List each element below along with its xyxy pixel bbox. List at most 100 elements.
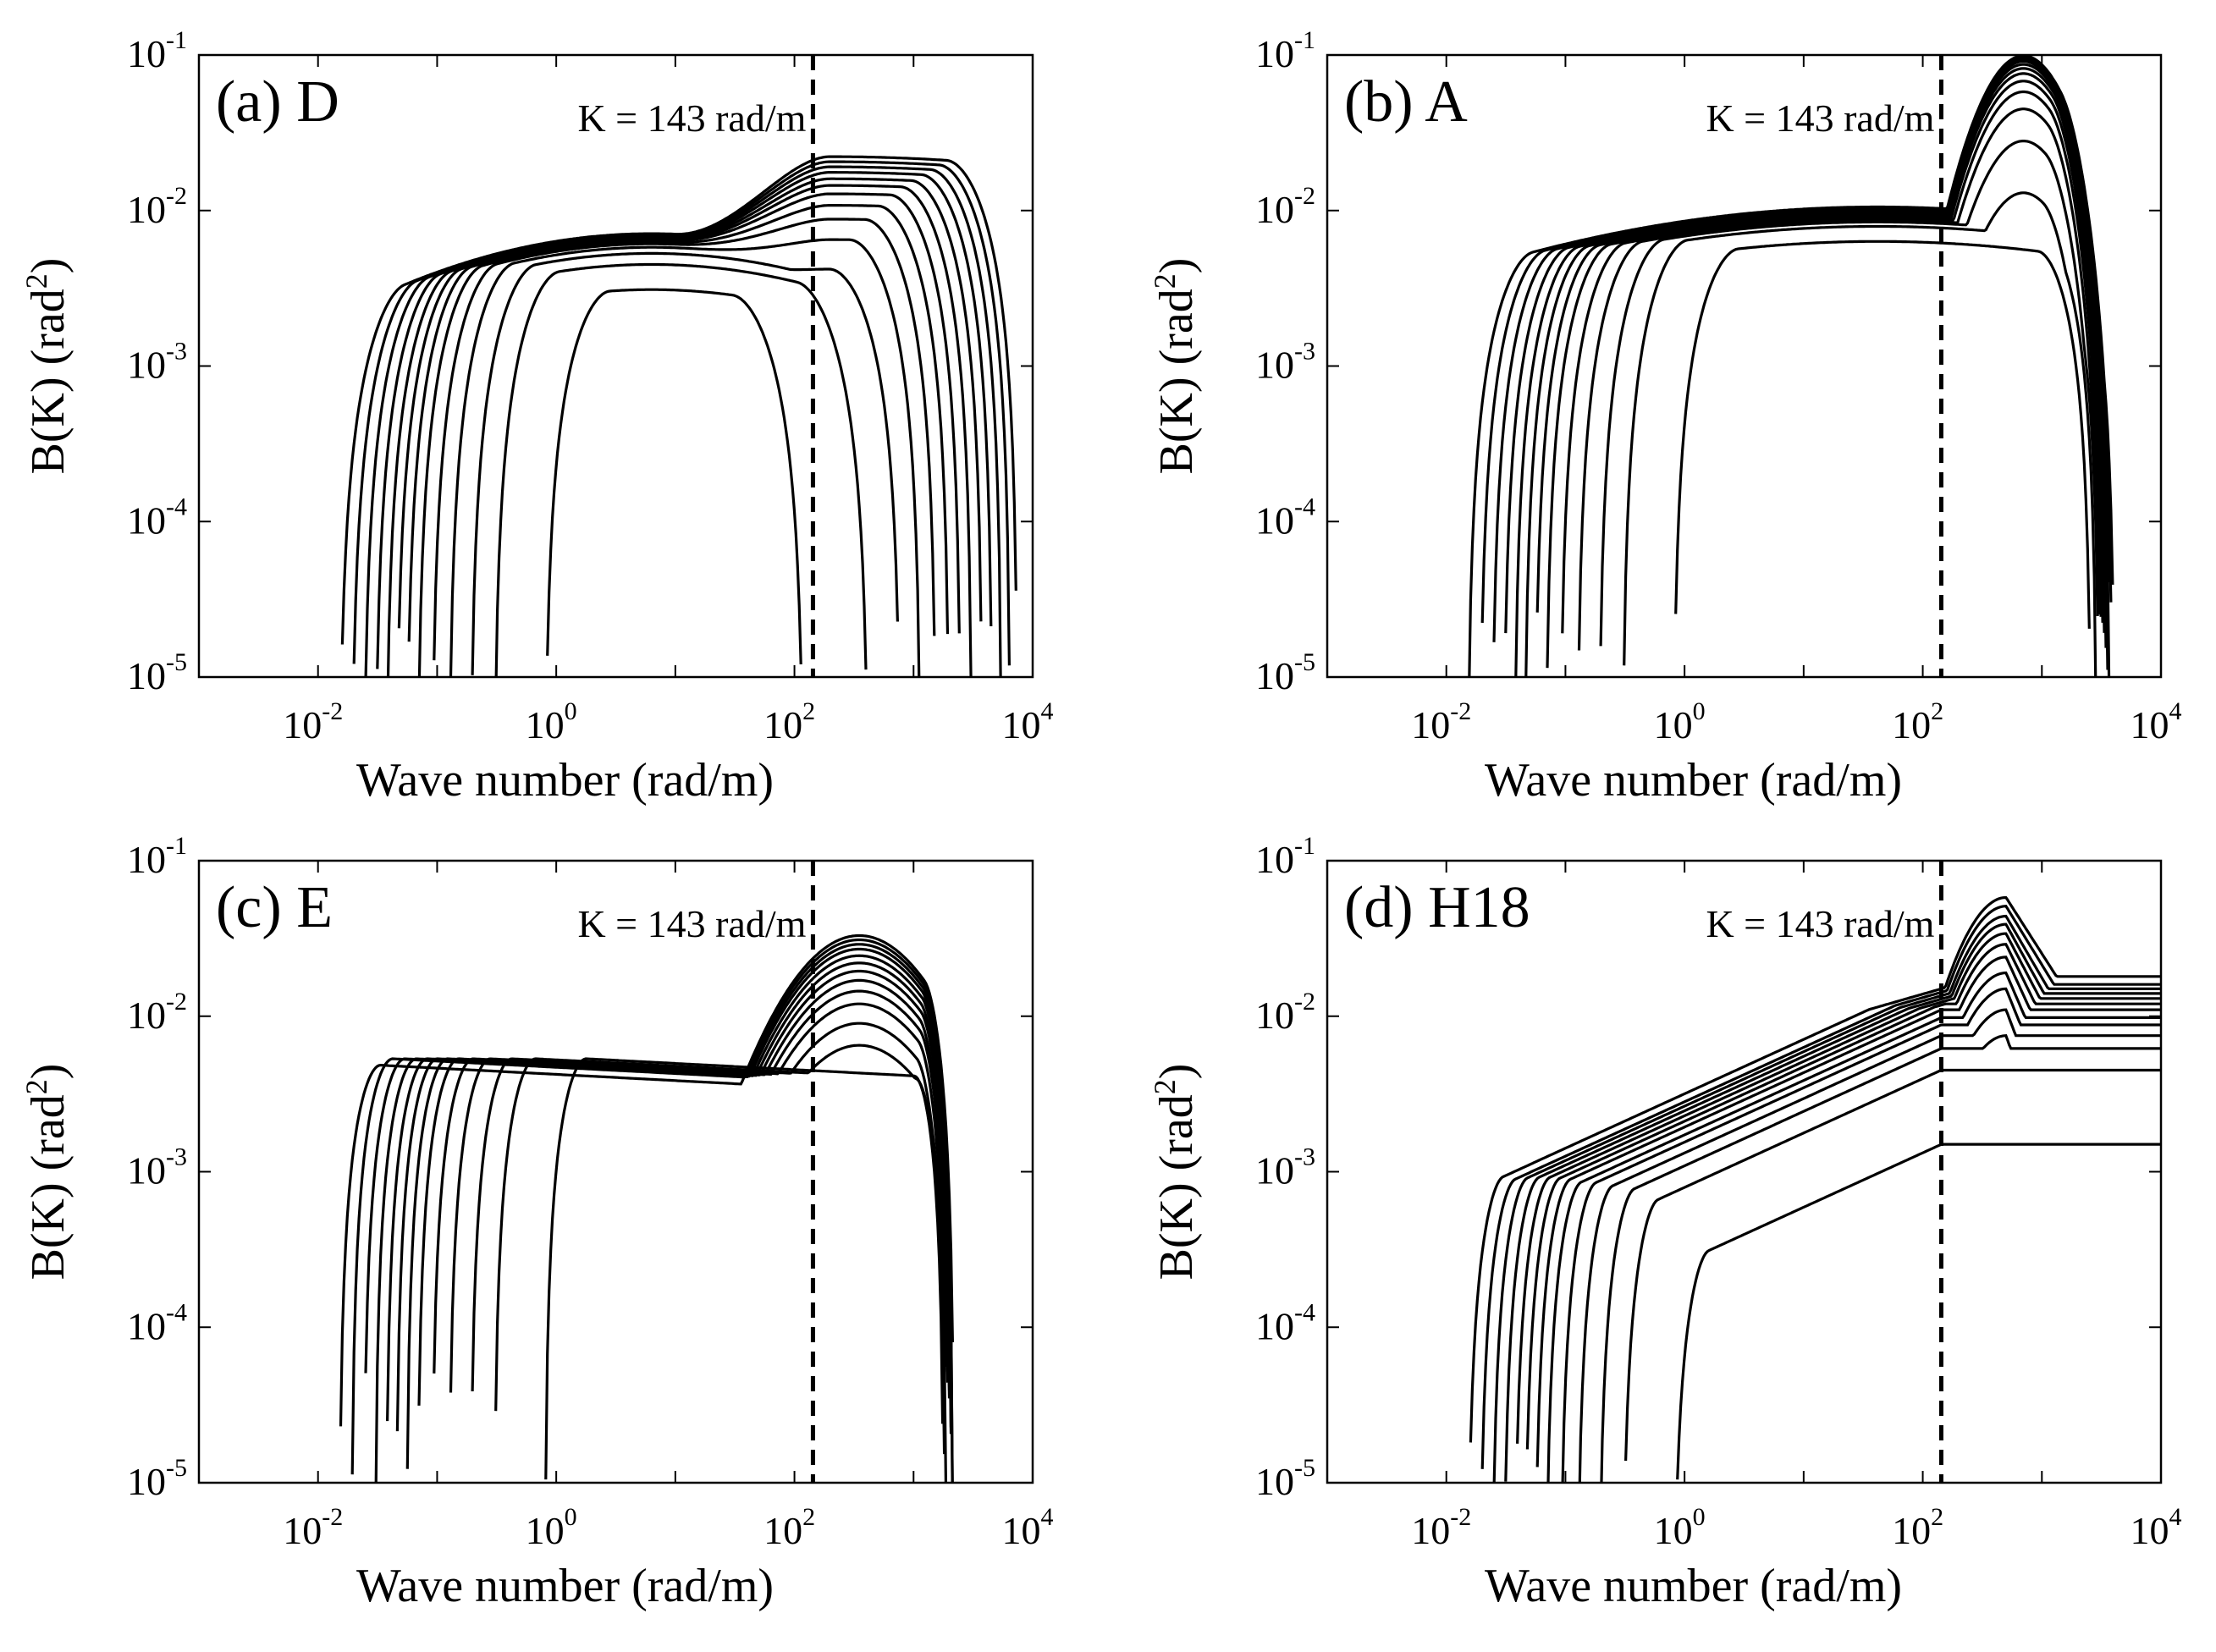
x-tick-label: 102	[1892, 1503, 1943, 1552]
panel-c: 10-2 100 102 104 10-1 10-2 10-3 10-4 10-5 Wave nu…	[19, 832, 1054, 1612]
curve-group	[1468, 55, 2114, 677]
spectrum-curve	[1623, 191, 2097, 677]
x-tick-label: 10-2	[283, 1503, 343, 1552]
y-tick-label: 10-4	[127, 1298, 187, 1347]
spectrum-curve	[1480, 905, 2161, 1469]
spectrum-curve	[433, 989, 950, 1383]
spectrum-curve	[1535, 72, 2106, 633]
y-tick-label: 10-2	[1255, 182, 1315, 231]
y-tick-label: 10-1	[1255, 832, 1315, 881]
spectrum-curve	[1504, 59, 2111, 677]
spectrum-curve	[417, 204, 950, 677]
spectrum-curve	[1492, 58, 2111, 642]
reference-line-label: K = 143 rad/m	[1706, 902, 1934, 945]
panel-label: (b) A	[1344, 69, 1468, 135]
spectrum-curve	[1599, 140, 2099, 647]
spectrum-curve	[1524, 67, 2108, 677]
spectrum-curve	[433, 218, 936, 661]
x-tick-label: 104	[1002, 697, 1054, 746]
y-tick-label: 10-4	[1255, 493, 1315, 542]
spectrum-curve	[1578, 1008, 2161, 1483]
spectrum-curve	[1624, 1068, 2161, 1462]
spectrum-curve	[350, 938, 954, 1483]
y-axis-label: B(K) (rad2)	[1148, 1064, 1203, 1280]
y-tick-label: 10-5	[127, 1454, 187, 1503]
spectrum-curve	[1577, 107, 2101, 651]
y-tick-label: 10-3	[127, 338, 187, 387]
x-axis-label: Wave number (rad/m)	[356, 754, 774, 807]
reference-line-label: K = 143 rad/m	[577, 902, 806, 945]
x-tick-label: 104	[2131, 697, 2182, 746]
spectrum-curve	[1546, 971, 2161, 1483]
y-tick-label: 10-1	[127, 832, 187, 881]
x-tick-label: 100	[526, 697, 577, 746]
y-axis-label: B(K) (rad2)	[1148, 258, 1203, 475]
spectrum-curve	[364, 943, 954, 1483]
spectrum-curve	[1514, 63, 2109, 677]
y-tick-label: 10-4	[1255, 1298, 1315, 1347]
panel-d: 10-2 100 102 104 10-1 10-2 10-3 10-4 10-5 Wave nu…	[1148, 832, 2182, 1612]
panel-a: 10-2 100 102 104 10-1 10-2 10-3 10-4 10-5 Wave nu…	[19, 26, 1054, 807]
x-axis-label: Wave number (rad/m)	[1485, 1560, 1902, 1612]
spectrum-curve	[471, 251, 899, 675]
y-tick-label: 10-1	[127, 26, 187, 75]
spectrum-curve	[339, 933, 954, 1427]
y-tick-label: 10-2	[1255, 988, 1315, 1037]
x-tick-label: 100	[1654, 1503, 1706, 1552]
panel-label: (d) H18	[1344, 875, 1530, 940]
spectrum-curve	[1525, 943, 2161, 1450]
y-tick-label: 10-2	[127, 988, 187, 1037]
spectrum-curve	[449, 238, 921, 677]
y-axis-label: B(K) (rad2)	[19, 1064, 74, 1280]
x-tick-label: 104	[2131, 1503, 2182, 1552]
x-tick-label: 104	[1002, 1503, 1054, 1552]
spectrum-curve	[1561, 987, 2161, 1483]
spectrum-curve	[494, 262, 868, 677]
spectrum-curve	[1676, 1143, 2161, 1480]
panel-label: (a) D	[216, 69, 339, 135]
y-tick-label: 10-3	[1255, 1143, 1315, 1192]
y-tick-label: 10-5	[1255, 1454, 1315, 1503]
x-tick-label: 100	[1654, 697, 1706, 746]
y-tick-label: 10-3	[1255, 338, 1315, 387]
spectrum-curve	[374, 947, 953, 1483]
spectrum-curve	[1468, 55, 2114, 677]
x-tick-label: 10-2	[1411, 697, 1471, 746]
spectrum-curve	[1600, 1034, 2161, 1483]
y-tick-label: 10-2	[127, 182, 187, 231]
axes-frame	[1326, 53, 2163, 679]
spectrum-curve	[546, 288, 802, 665]
spectrum-curve	[1546, 80, 2104, 669]
spectrum-curve	[1516, 932, 2161, 1444]
spectrum-curve	[1469, 895, 2161, 1443]
reference-line-label: K = 143 rad/m	[1706, 96, 1934, 140]
spectrum-curve	[1504, 922, 2161, 1482]
x-axis-label: Wave number (rad/m)	[1485, 754, 1902, 807]
spectrum-curve	[1535, 955, 2161, 1468]
axes-frame	[197, 859, 1034, 1484]
x-tick-label: 10-2	[1411, 1503, 1471, 1552]
x-tick-label: 100	[526, 1503, 577, 1552]
x-tick-label: 102	[763, 1503, 815, 1552]
y-tick-label: 10-3	[127, 1143, 187, 1192]
spectrum-curve	[471, 1021, 948, 1483]
y-tick-label: 10-4	[127, 493, 187, 542]
reference-line-label: K = 143 rad/m	[577, 96, 806, 140]
panel-b: 10-2 100 102 104 10-1 10-2 10-3 10-4 10-5 Wave nu…	[1148, 26, 2182, 807]
spectrum-curve	[1561, 90, 2103, 634]
x-axis-label: Wave number (rad/m)	[356, 1560, 774, 1612]
y-tick-label: 10-5	[127, 648, 187, 697]
axes-frame	[197, 53, 1034, 679]
x-tick-label: 102	[1892, 697, 1943, 746]
spectrum-curve	[1492, 914, 2161, 1483]
spectrum-curve	[544, 1057, 945, 1480]
spectrum-curve	[340, 155, 1017, 645]
x-tick-label: 102	[763, 697, 815, 746]
y-tick-label: 10-1	[1255, 26, 1315, 75]
y-axis-label: B(K) (rad2)	[19, 258, 74, 475]
spectrum-curve	[494, 1044, 946, 1455]
spectrum-curve	[1674, 240, 2091, 629]
curve-group	[339, 933, 954, 1483]
y-tick-label: 10-5	[1255, 648, 1315, 697]
